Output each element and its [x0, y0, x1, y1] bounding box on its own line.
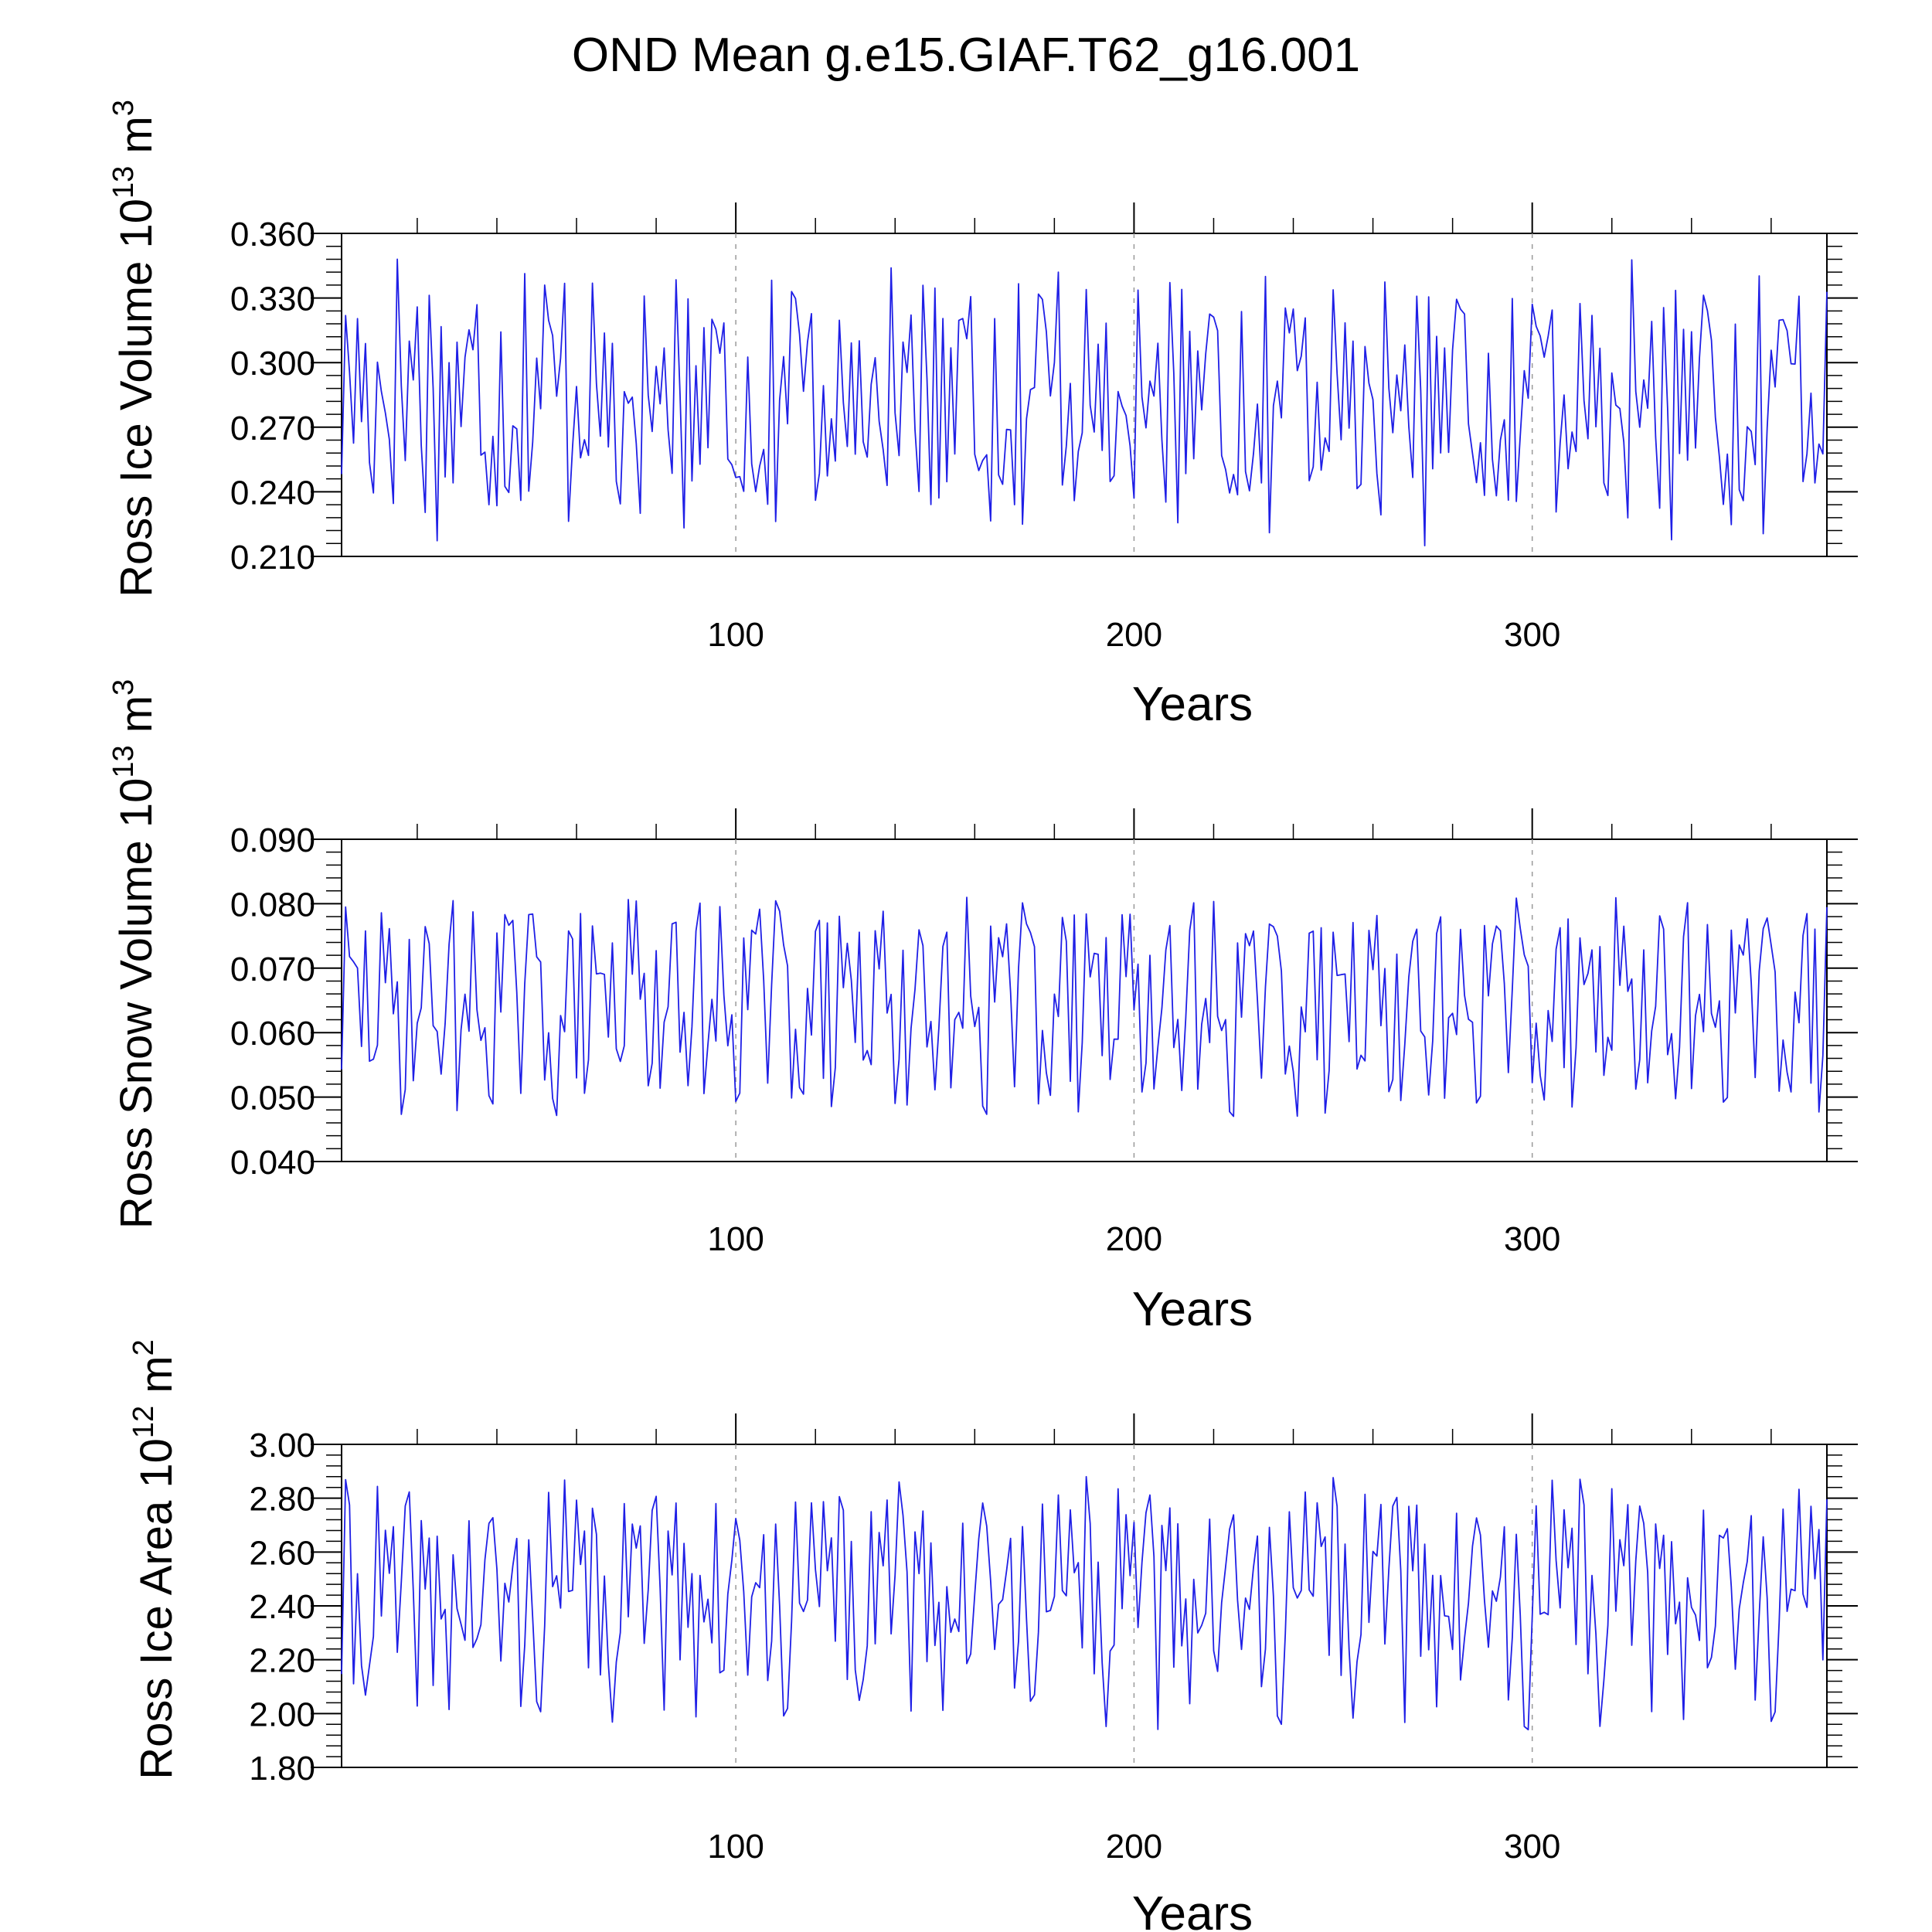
x-tick-label: 200 [1106, 616, 1162, 654]
y-tick-label: 2.40 [249, 1588, 315, 1626]
plot-frame [341, 233, 1828, 557]
y-tick-label: 0.040 [230, 1144, 315, 1182]
y-tick-label: 2.00 [249, 1696, 315, 1733]
panel-ice-area: 1.80 2.00 2.20 2.40 2.60 2.80 3.00 100 200 300 Yea… [128, 1339, 1858, 1932]
series-line [341, 896, 1828, 1117]
y-tick-label: 2.20 [249, 1642, 315, 1680]
x-tick-label: 300 [1504, 1220, 1560, 1258]
series-line [341, 258, 1828, 546]
x-tick-label: 200 [1106, 1828, 1162, 1866]
y-tick-label: 0.090 [230, 821, 315, 859]
series-line [341, 1475, 1828, 1731]
y-tick-label: 0.210 [230, 539, 315, 577]
y-tick-label: 2.80 [249, 1481, 315, 1519]
plot-frame [341, 838, 1828, 1162]
panel-ice-volume: 0.210 0.240 0.270 0.300 0.330 0.360 100 200 300 Y… [107, 100, 1858, 731]
x-axis-label: Years [1132, 678, 1253, 731]
y-tick-label: 0.330 [230, 281, 315, 318]
y-tick-label: 0.240 [230, 474, 315, 512]
panel-snow-volume: 0.040 0.050 0.060 0.070 0.080 0.090 100 200 300 Y… [107, 679, 1858, 1336]
x-axis-label: Years [1132, 1887, 1253, 1932]
x-tick-label: 300 [1504, 1828, 1560, 1866]
y-tick-label: 0.050 [230, 1080, 315, 1117]
y-axis-label: Ross Snow Volume 1013 m3 [107, 679, 162, 1229]
y-tick-label: 0.300 [230, 345, 315, 383]
x-axis-label: Years [1132, 1283, 1253, 1336]
figure-title: OND Mean g.e15.GIAF.T62_g16.001 [572, 29, 1360, 82]
y-axis-label: Ross Ice Area 1012 m2 [128, 1339, 182, 1780]
x-tick-label: 300 [1504, 616, 1560, 654]
x-tick-label: 100 [707, 1220, 764, 1258]
y-tick-label: 0.270 [230, 410, 315, 447]
y-tick-label: 0.080 [230, 886, 315, 923]
y-tick-label: 0.070 [230, 951, 315, 988]
y-tick-label: 1.80 [249, 1750, 315, 1787]
y-tick-label: 3.00 [249, 1427, 315, 1464]
x-tick-label: 100 [707, 1828, 764, 1866]
x-tick-label: 200 [1106, 1220, 1162, 1258]
y-axis-label: Ross Ice Volume 1013 m3 [107, 100, 162, 597]
y-tick-label: 2.60 [249, 1534, 315, 1572]
x-tick-label: 100 [707, 616, 764, 654]
y-tick-label: 0.060 [230, 1015, 315, 1053]
y-tick-label: 0.360 [230, 216, 315, 253]
